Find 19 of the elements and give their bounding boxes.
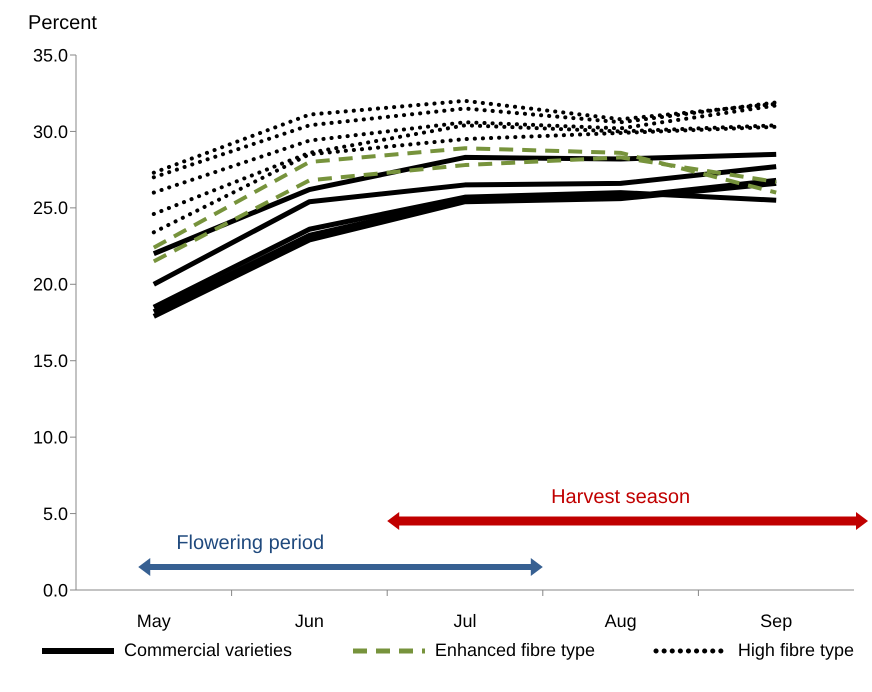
x-tick-label: Jun	[294, 610, 324, 631]
x-tick-label: Jul	[453, 610, 477, 631]
x-tick-label: Aug	[604, 610, 637, 631]
y-tick-label: 5.0	[42, 504, 68, 524]
y-tick-label: 25.0	[32, 198, 68, 218]
y-tick-label: 0.0	[42, 580, 68, 600]
x-tick-label: May	[136, 610, 171, 631]
legend-label: Enhanced fibre type	[434, 640, 596, 661]
legend-label: High fibre type	[738, 640, 854, 661]
y-tick-label: 10.0	[32, 428, 68, 448]
annotation: Flowering period	[176, 532, 324, 554]
x-tick-label: Sep	[760, 610, 792, 631]
y-tick-label: 30.0	[32, 122, 68, 142]
y-axis-title: Percent	[28, 12, 97, 35]
y-tick-label: 20.0	[32, 274, 68, 295]
y-tick-label: 15.0	[32, 351, 68, 372]
legend-label: Commercial varieties	[124, 640, 292, 661]
annotation: Harvest season	[551, 486, 690, 508]
y-tick-label: 35.0	[32, 45, 68, 66]
